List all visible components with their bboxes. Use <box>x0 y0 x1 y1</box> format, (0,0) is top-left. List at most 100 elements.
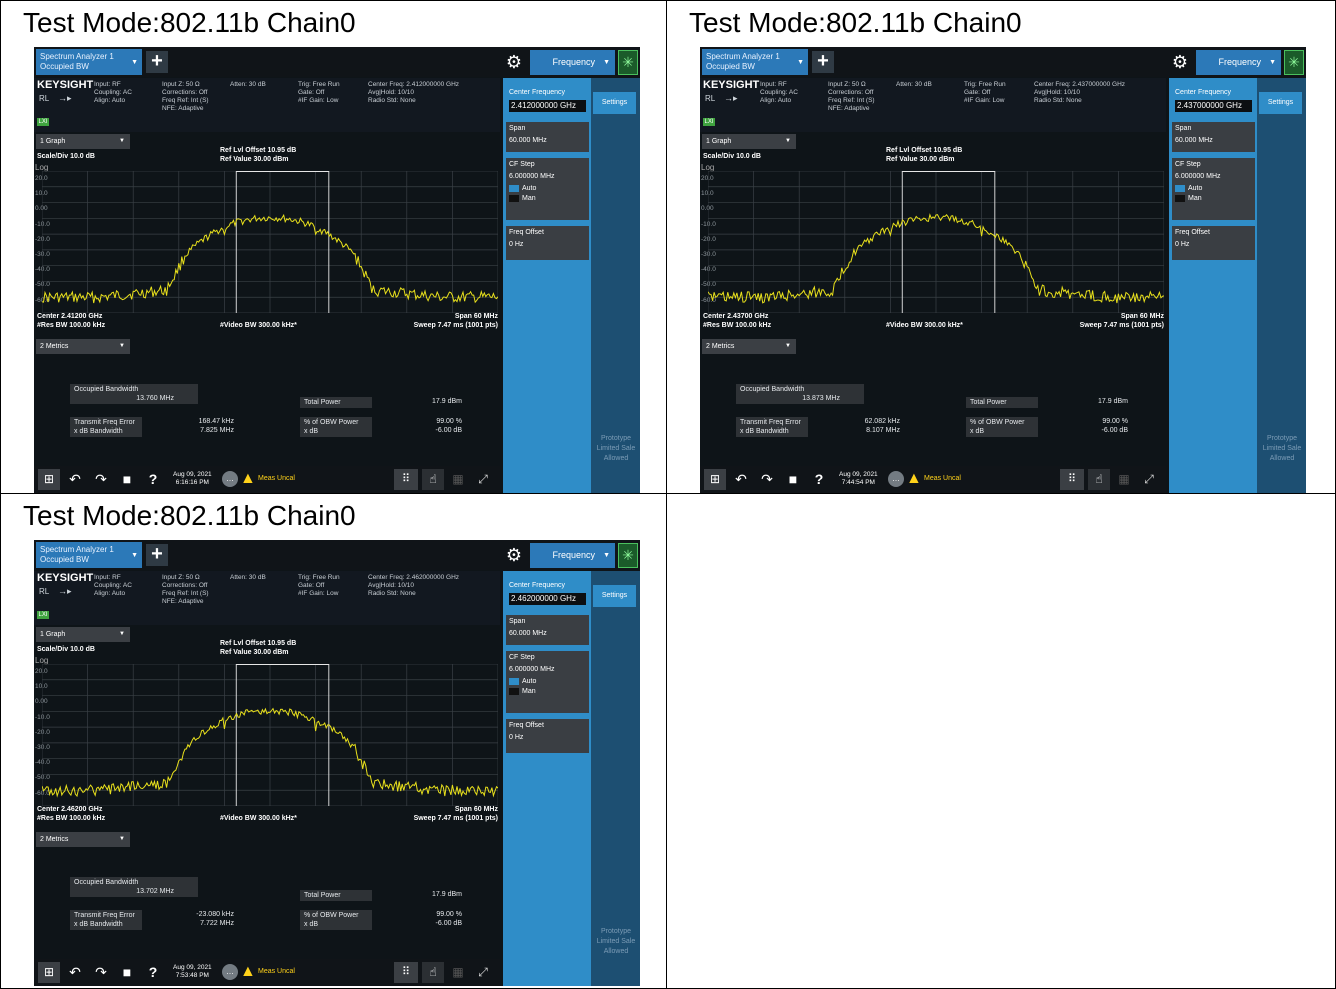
cf-step-button[interactable]: CF Step 6.000000 MHz Auto Man <box>1172 158 1255 220</box>
spectrum-plot[interactable] <box>42 171 498 313</box>
warning-icon[interactable]: ▲ <box>240 963 256 980</box>
cursor-icon[interactable]: ☝ <box>1088 469 1110 490</box>
windows-icon[interactable]: ⊞ <box>38 469 60 490</box>
center-frequency-button[interactable]: Center Frequency 2.412000000 GHz <box>506 86 589 118</box>
undo-icon[interactable]: ↶ <box>735 471 747 487</box>
cursor-icon[interactable]: ☝ <box>422 962 444 983</box>
measurement-tab[interactable]: Spectrum Analyzer 1 Occupied BW ▼ <box>36 542 142 568</box>
plus-icon[interactable]: + <box>812 51 834 73</box>
gear-icon[interactable]: ⚙ <box>505 545 523 565</box>
sweep-label: Sweep 7.47 ms (1001 pts) <box>413 322 498 329</box>
metrics-select[interactable]: 2 Metrics ▼ <box>36 339 130 354</box>
y-tick-label: -30.0 <box>701 251 716 258</box>
total-power-value: 17.9 dBm <box>1098 398 1128 405</box>
y-tick-label: -30.0 <box>35 744 50 751</box>
meas-uncal-message[interactable]: Meas Uncal <box>258 475 295 482</box>
taskbar: ⊞ ↶ ↷ ■ ? Aug 09, 2021 6:16:16 PM … ▲ Me… <box>34 466 500 493</box>
tab-subtitle: Occupied BW <box>40 62 89 71</box>
expand-icon[interactable]: ⤢ <box>478 472 488 486</box>
date-time: Aug 09, 2021 7:44:54 PM <box>839 471 878 487</box>
auto-option[interactable]: Auto <box>509 677 586 687</box>
undo-icon[interactable]: ↶ <box>69 471 81 487</box>
help-icon[interactable]: ? <box>814 471 824 487</box>
span-button[interactable]: Span 60.000 MHz <box>1172 122 1255 152</box>
settings-tab[interactable]: Settings <box>1259 92 1302 114</box>
system-status-icon[interactable]: ✳ <box>618 50 638 75</box>
gear-icon[interactable]: ⚙ <box>505 52 523 72</box>
warning-icon[interactable]: ▲ <box>240 470 256 487</box>
man-option[interactable]: Man <box>509 194 586 204</box>
quad-view-icon[interactable]: ▦ <box>452 472 464 486</box>
measurement-tab[interactable]: Spectrum Analyzer 1 Occupied BW ▼ <box>702 49 808 75</box>
graph-select[interactable]: 1 Graph ▼ <box>702 134 796 149</box>
redo-icon[interactable]: ↷ <box>95 964 107 980</box>
center-frequency-button[interactable]: Center Frequency 2.462000000 GHz <box>506 579 589 611</box>
spectrum-plot[interactable] <box>708 171 1164 313</box>
frequency-tab[interactable]: Frequency ▼ <box>530 543 615 568</box>
freq-offset-button[interactable]: Freq Offset 0 Hz <box>506 719 589 753</box>
settings-tab[interactable]: Settings <box>593 92 636 114</box>
date-time: Aug 09, 2021 6:16:16 PM <box>173 471 212 487</box>
help-icon[interactable]: ? <box>148 964 158 980</box>
frequency-tab[interactable]: Frequency ▼ <box>1196 50 1281 75</box>
chat-icon[interactable]: … <box>222 964 238 980</box>
cursor-icon[interactable]: ☝ <box>422 469 444 490</box>
freq-offset-button[interactable]: Freq Offset 0 Hz <box>506 226 589 260</box>
windows-icon[interactable]: ⊞ <box>704 469 726 490</box>
warning-icon[interactable]: ▲ <box>906 470 922 487</box>
file-icon[interactable]: ■ <box>122 964 132 980</box>
auto-option[interactable]: Auto <box>1175 184 1252 194</box>
gear-icon[interactable]: ⚙ <box>1171 52 1189 72</box>
meas-uncal-message[interactable]: Meas Uncal <box>924 475 961 482</box>
system-status-icon[interactable]: ✳ <box>1284 50 1304 75</box>
occupied-bandwidth-value: 13.873 MHz <box>802 395 840 402</box>
settings-tab[interactable]: Settings <box>593 585 636 607</box>
y-tick-label: -50.0 <box>35 774 50 782</box>
span-label: Span <box>509 618 526 625</box>
chat-icon[interactable]: … <box>222 471 238 487</box>
grid-icon[interactable]: ⠿ <box>1060 469 1084 490</box>
metrics-select[interactable]: 2 Metrics ▼ <box>36 832 130 847</box>
center-frequency-button[interactable]: Center Frequency 2.437000000 GHz <box>1172 86 1255 118</box>
grid-icon[interactable]: ⠿ <box>394 469 418 490</box>
redo-icon[interactable]: ↷ <box>761 471 773 487</box>
measurement-tab[interactable]: Spectrum Analyzer 1 Occupied BW ▼ <box>36 49 142 75</box>
quad-view-icon[interactable]: ▦ <box>452 965 464 979</box>
metrics-select[interactable]: 2 Metrics ▼ <box>702 339 796 354</box>
system-status-icon[interactable]: ✳ <box>618 543 638 568</box>
file-icon[interactable]: ■ <box>122 471 132 487</box>
span-button[interactable]: Span 60.000 MHz <box>506 122 589 152</box>
redo-icon[interactable]: ↷ <box>95 471 107 487</box>
auto-option[interactable]: Auto <box>509 184 586 194</box>
graph-select[interactable]: 1 Graph ▼ <box>36 134 130 149</box>
spectrum-plot[interactable] <box>42 664 498 806</box>
plus-icon[interactable]: + <box>146 51 168 73</box>
cf-step-label: CF Step <box>509 161 535 168</box>
span-button[interactable]: Span 60.000 MHz <box>506 615 589 645</box>
chat-icon[interactable]: … <box>888 471 904 487</box>
man-option[interactable]: Man <box>1175 194 1252 204</box>
occupied-bandwidth-value: 13.702 MHz <box>136 888 174 895</box>
file-icon[interactable]: ■ <box>788 471 798 487</box>
man-option[interactable]: Man <box>509 687 586 697</box>
expand-icon[interactable]: ⤢ <box>1144 472 1154 486</box>
grid-icon[interactable]: ⠿ <box>394 962 418 983</box>
meas-uncal-message[interactable]: Meas Uncal <box>258 968 295 975</box>
input-arrow-icon: →▸ <box>58 586 72 596</box>
quad-view-icon[interactable]: ▦ <box>1118 472 1130 486</box>
expand-icon[interactable]: ⤢ <box>478 965 488 979</box>
windows-icon[interactable]: ⊞ <box>38 962 60 983</box>
freq-offset-button[interactable]: Freq Offset 0 Hz <box>1172 226 1255 260</box>
auto-label: Auto <box>522 678 537 685</box>
help-icon[interactable]: ? <box>148 471 158 487</box>
log-scale-label: Log <box>35 656 49 665</box>
obw-power-box: % of OBW Power x dB <box>300 910 372 930</box>
rl-indicator: RL <box>705 94 716 103</box>
input-arrow-icon: →▸ <box>58 93 72 103</box>
frequency-tab[interactable]: Frequency ▼ <box>530 50 615 75</box>
cf-step-button[interactable]: CF Step 6.000000 MHz Auto Man <box>506 651 589 713</box>
undo-icon[interactable]: ↶ <box>69 964 81 980</box>
plus-icon[interactable]: + <box>146 544 168 566</box>
graph-select[interactable]: 1 Graph ▼ <box>36 627 130 642</box>
cf-step-button[interactable]: CF Step 6.000000 MHz Auto Man <box>506 158 589 220</box>
